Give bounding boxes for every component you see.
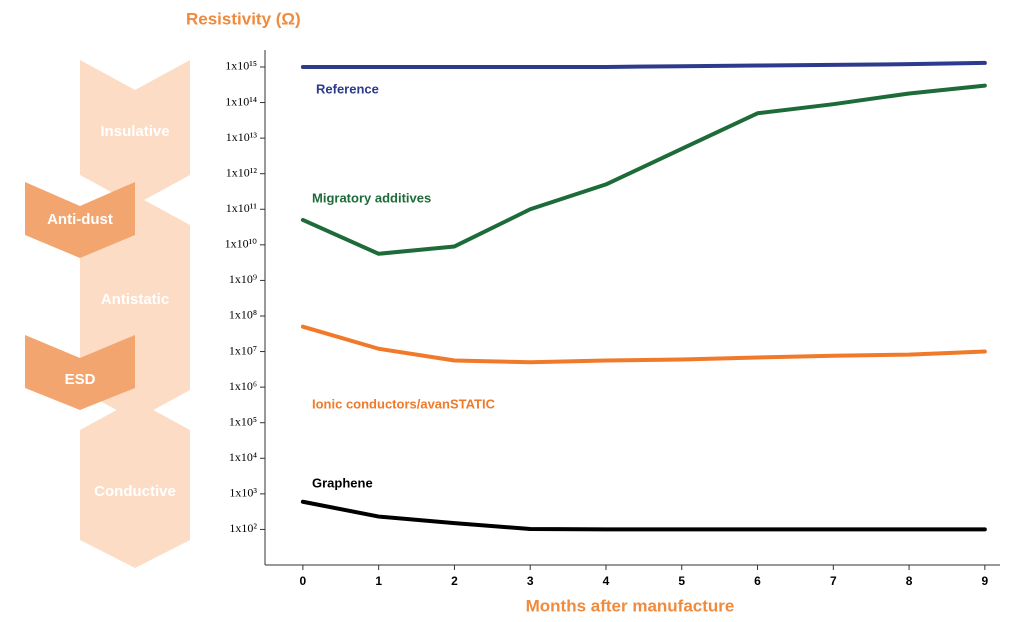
y-tick-label: 1x10⁹	[229, 272, 257, 286]
series-line	[300, 499, 987, 532]
series-label: Ionic conductors/avanSTATIC	[312, 396, 496, 411]
zone-label: ESD	[65, 371, 96, 388]
x-axis-title: Months after manufacture	[526, 596, 735, 615]
y-tick-label: 1x10¹¹	[226, 201, 258, 215]
x-tick-label: 1	[375, 574, 382, 588]
y-tick-label: 1x10⁷	[229, 343, 257, 357]
y-tick-label: 1x10¹⁴	[225, 94, 257, 108]
y-tick-label: 1x10⁴	[229, 450, 257, 464]
y-tick-label: 1x10¹³	[226, 130, 258, 144]
zone-arrow	[80, 60, 190, 205]
x-tick-label: 5	[678, 574, 685, 588]
zone-label: Conductive	[94, 483, 176, 500]
y-tick-label: 1x10³	[229, 486, 257, 500]
series-label: Reference	[316, 81, 379, 96]
y-tick-label: 1x10⁵	[229, 414, 257, 428]
y-tick-label: 1x10⁶	[229, 379, 257, 393]
y-tick-label: 1x10¹²	[226, 165, 258, 179]
x-tick-label: 2	[451, 574, 458, 588]
series-label: Graphene	[312, 475, 373, 490]
series-line	[300, 60, 987, 69]
zone-label: Antistatic	[101, 291, 169, 308]
zone-arrow	[25, 182, 135, 258]
x-tick-label: 3	[527, 574, 534, 588]
x-tick-label: 0	[300, 574, 307, 588]
zone-arrow	[25, 335, 135, 410]
y-tick-label: 1x10¹⁵	[225, 59, 257, 73]
zone-arrow	[80, 400, 190, 568]
series-label: Migratory additives	[312, 190, 431, 205]
y-tick-label: 1x10⁸	[229, 308, 257, 322]
series-line	[300, 324, 987, 365]
x-tick-label: 9	[982, 574, 989, 588]
series-line	[300, 83, 987, 256]
x-tick-label: 8	[906, 574, 913, 588]
x-tick-label: 6	[754, 574, 761, 588]
zone-label: Insulative	[100, 123, 169, 140]
x-tick-label: 4	[603, 574, 610, 588]
zone-label: Anti-dust	[47, 211, 113, 228]
chart-title: Resistivity (Ω)	[186, 9, 301, 28]
y-tick-label: 1x10¹⁰	[225, 237, 258, 251]
x-tick-label: 7	[830, 574, 837, 588]
y-tick-label: 1x10²	[229, 521, 257, 535]
